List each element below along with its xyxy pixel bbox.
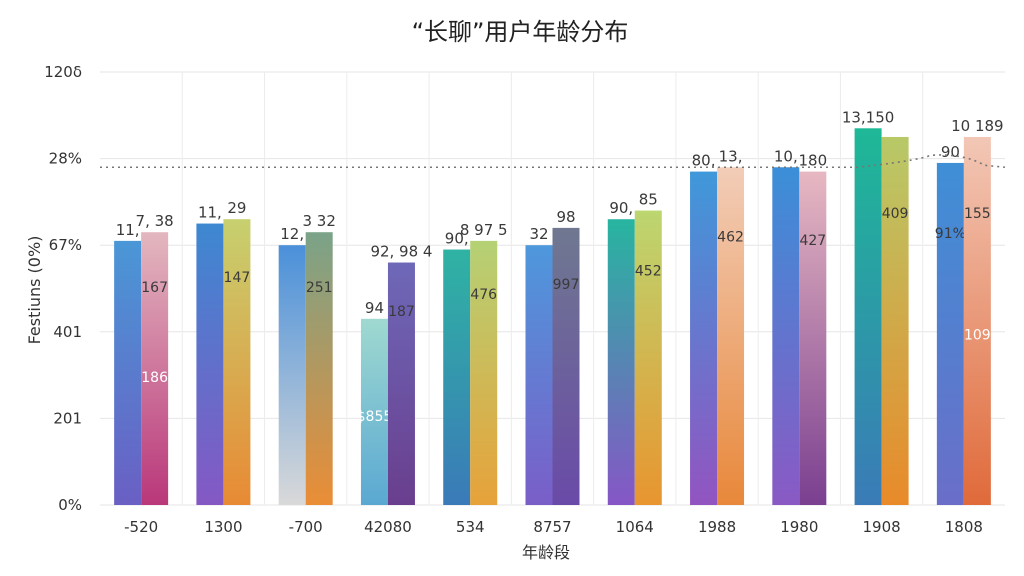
y-tick-label: 201 (53, 409, 82, 427)
bar-value-label: 10 189 (951, 117, 1004, 135)
x-tick-label: 1980 (780, 518, 818, 536)
bar (607, 219, 635, 505)
bar (387, 262, 415, 505)
bar (278, 245, 306, 505)
bar (443, 249, 471, 505)
bar-value-label: 90, (445, 230, 469, 248)
y-tick-label: 401 (53, 323, 82, 341)
bar-inner-label: 409 (882, 206, 909, 222)
x-axis-ticks: -520 1300 -700 42080 534 8757 1064 1988 1980 1908… (124, 518, 983, 536)
x-tick-label: 1908 (862, 518, 900, 536)
bar (141, 232, 169, 505)
bar-value-label: 29 (227, 199, 246, 217)
bar (223, 219, 251, 505)
bar (305, 232, 333, 505)
bar-value-label: 180 (798, 152, 827, 170)
bar (552, 227, 580, 505)
bar-inner-label: 476 (470, 287, 497, 303)
bar-inner-label: 147 (224, 270, 251, 286)
bar (690, 171, 718, 505)
x-tick-label: 1064 (616, 518, 654, 536)
bar (936, 162, 964, 505)
y-tick-label: 120δ (44, 63, 82, 81)
bar-value-label: 80, (692, 152, 716, 170)
bar (881, 136, 909, 505)
bar-inner-label: 462 (717, 230, 744, 246)
y-axis-label: Festiuns (0%) (25, 236, 44, 345)
bar-inner-label: 167 (141, 280, 168, 296)
bar-value-label: 12, (280, 225, 304, 243)
bar-value-label: 98 (556, 208, 575, 226)
bar-value-label: 13, (719, 147, 743, 165)
x-tick-label: -520 (124, 518, 158, 536)
bar-value-label: 90, (609, 199, 633, 217)
bar-value-label: 3 32 (302, 212, 335, 230)
x-tick-label: 8757 (533, 518, 571, 536)
x-tick-label: 1300 (204, 518, 242, 536)
bar (196, 223, 224, 506)
bar-inner-label: 187 (388, 304, 415, 320)
y-tick-label: 28% (49, 150, 82, 168)
y-axis-ticks: 0% 201 401 67% 28% 120δ (44, 63, 82, 514)
bar (634, 210, 662, 505)
x-axis-label: 年龄段 (522, 543, 570, 562)
x-tick-label: 42080 (364, 518, 412, 536)
bar-value-label: 10, (774, 147, 798, 165)
bar-value-label: 8 97 5 (460, 221, 508, 239)
bar-value-label: 90 (941, 143, 960, 161)
chart-title: “长聊”用户年龄分布 (412, 18, 629, 46)
bar (799, 171, 827, 505)
bar (470, 240, 498, 505)
bar-inner-label: $855 (357, 409, 393, 425)
y-tick-label: 67% (49, 236, 82, 254)
x-tick-label: -700 (289, 518, 323, 536)
bar-inner-label: 186 (141, 370, 168, 386)
x-tick-label: 1808 (945, 518, 983, 536)
bar-value-label: 85 (639, 191, 658, 209)
bar (717, 167, 745, 505)
bar-value-label: 92, 98 4 (370, 243, 432, 261)
bar-value-label: 7, 38 (136, 212, 174, 230)
bar (772, 167, 800, 505)
bar (114, 240, 142, 505)
bar-inner-label: 155 (964, 206, 991, 222)
x-tick-label: 534 (456, 518, 485, 536)
bar-inner-label: 91% (935, 226, 966, 242)
bar-value-label: 13,150 (842, 108, 895, 126)
gridlines (100, 71, 1005, 506)
bar-value-label: 11, (116, 221, 140, 239)
bar-inner-label: 427 (799, 233, 826, 249)
bar-inner-label: 452 (635, 263, 662, 279)
bar (360, 318, 388, 505)
y-tick-label: 0% (58, 496, 82, 514)
bar-inner-label: 251 (306, 280, 333, 296)
bar-value-label: 32 (529, 225, 548, 243)
bar-inner-label: 109 (964, 327, 991, 343)
bar (963, 136, 991, 505)
bar (525, 245, 553, 505)
x-tick-label: 1988 (698, 518, 736, 536)
bar-value-label: 94 (365, 299, 384, 317)
bar-value-label: 11, (198, 204, 222, 222)
bar-inner-label: 997 (553, 277, 580, 293)
bar (854, 128, 882, 506)
